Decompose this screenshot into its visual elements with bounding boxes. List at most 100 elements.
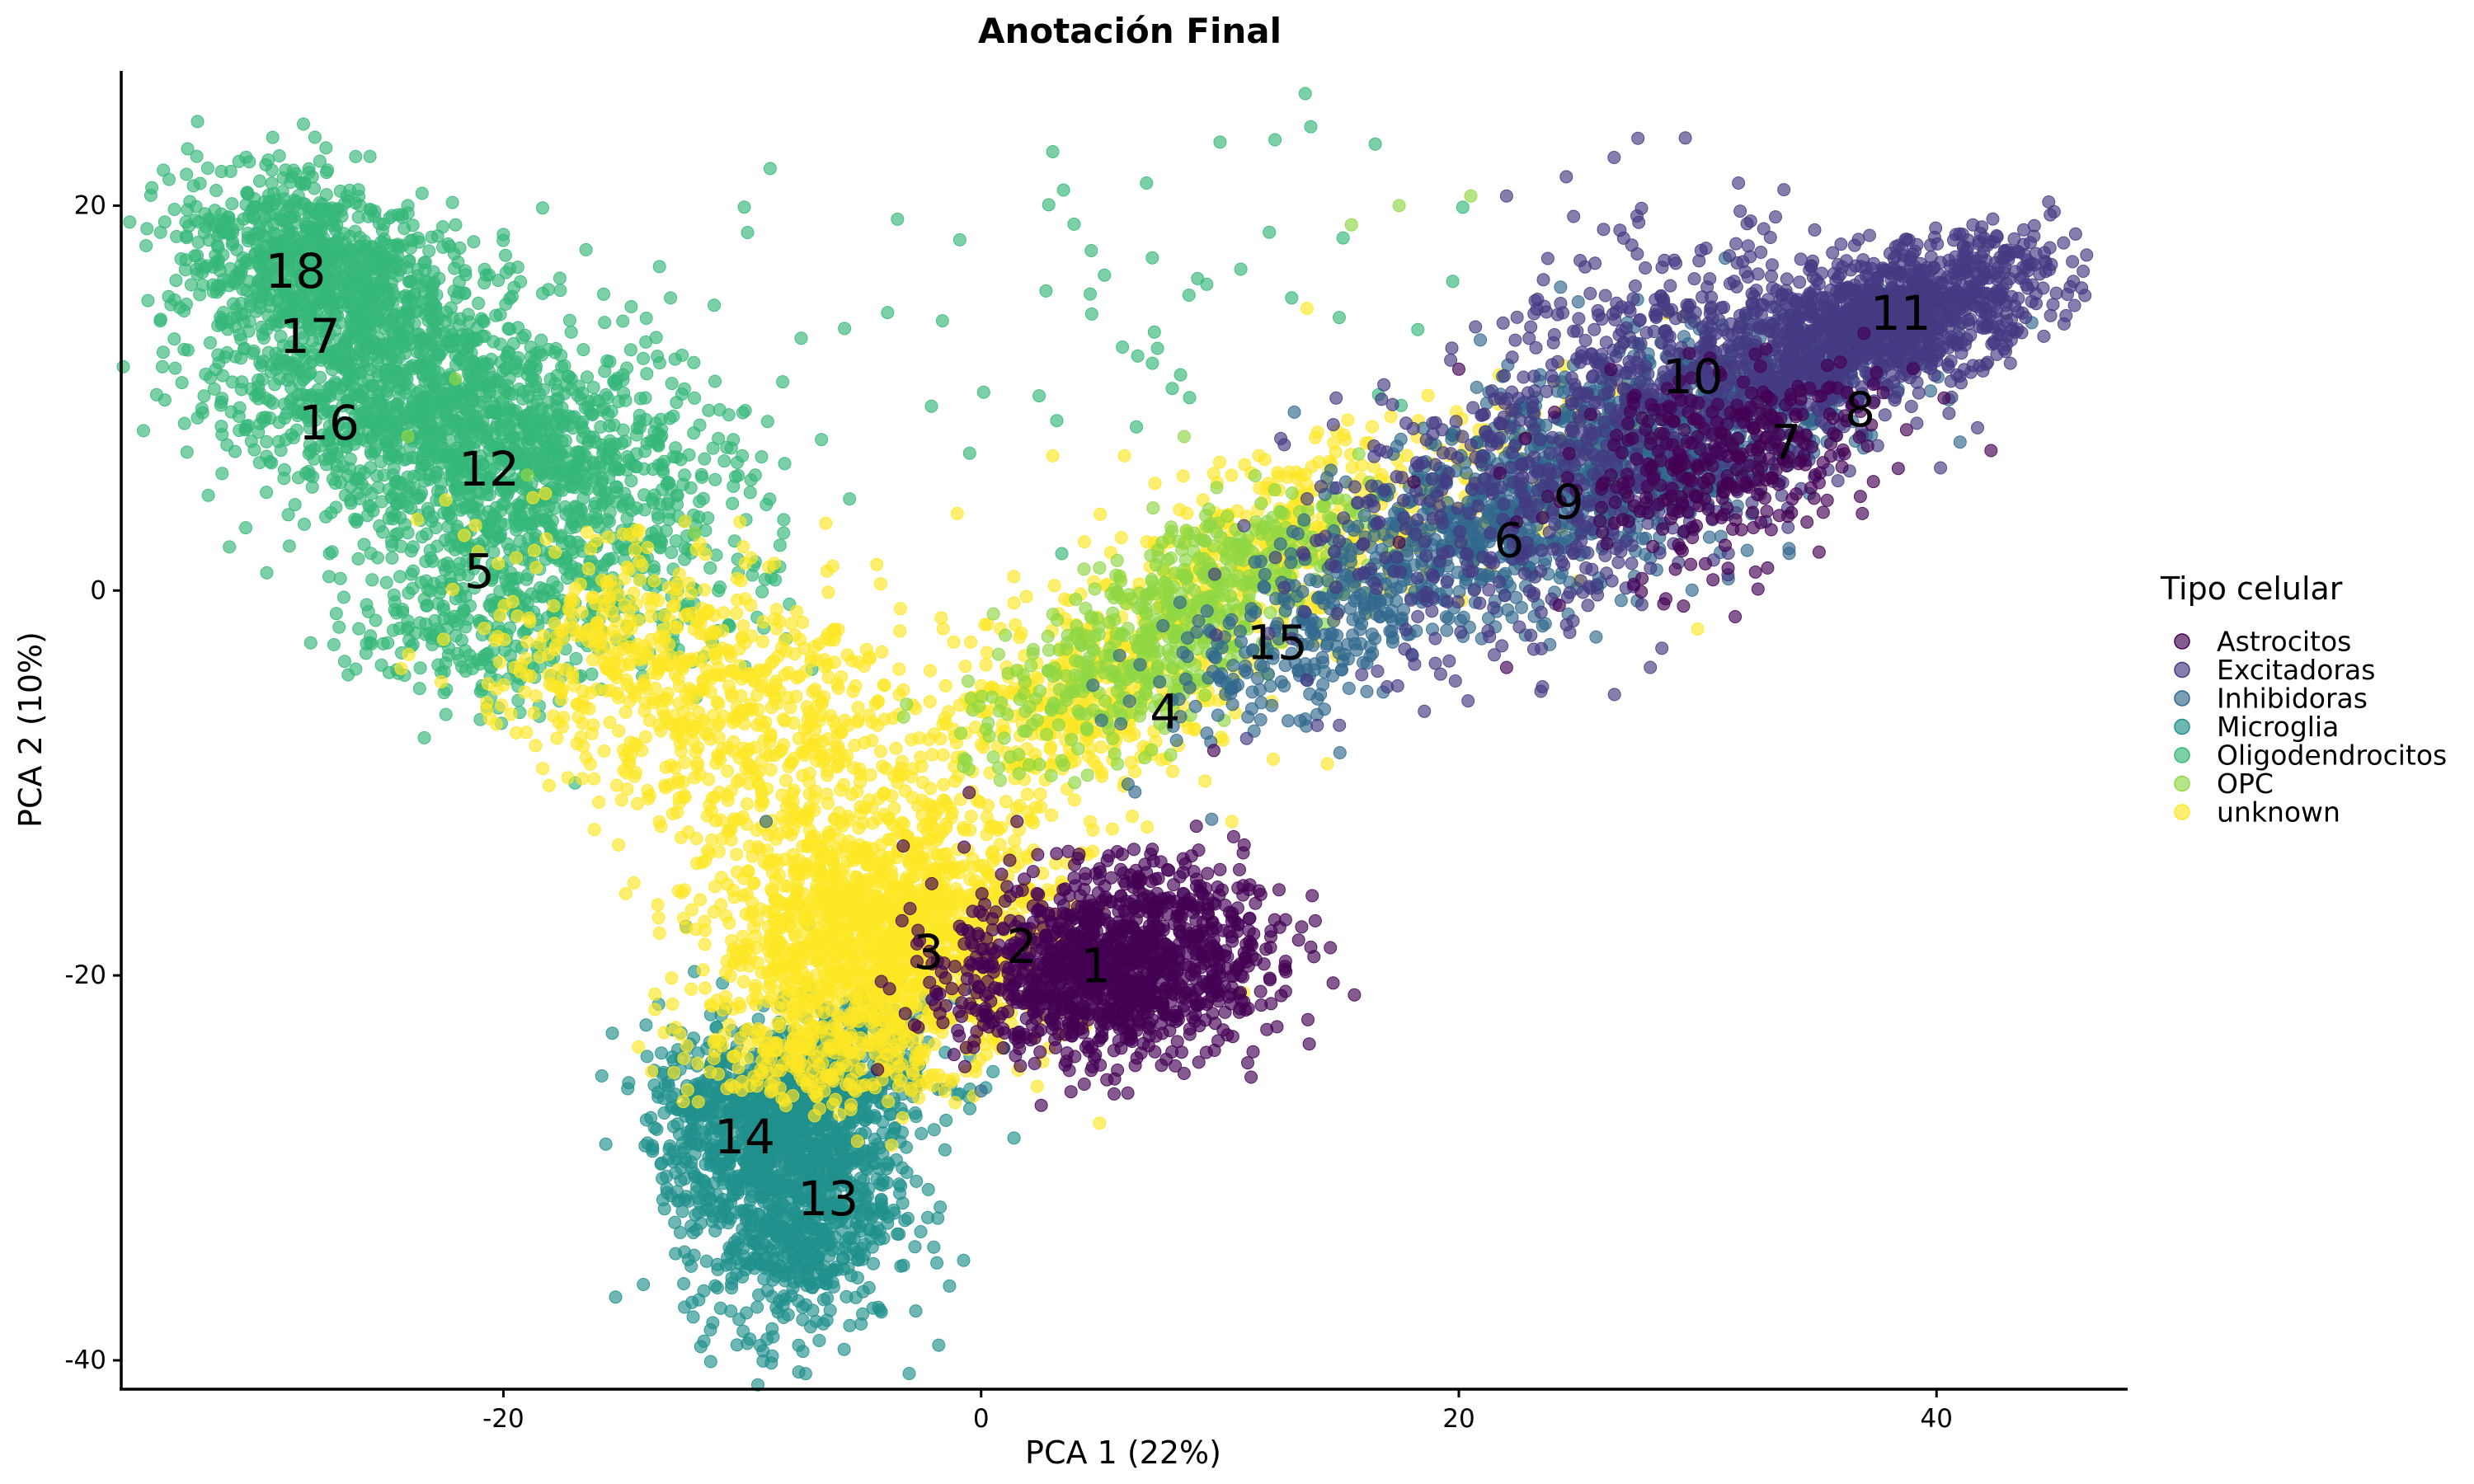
point-microglia-573: [765, 1289, 779, 1303]
point-microglia-437: [605, 1026, 619, 1040]
point-oligodendrocitos-3106: [222, 210, 236, 224]
point-microglia-1656: [938, 1143, 952, 1157]
point-microglia-1410: [699, 1106, 713, 1120]
point-oligodendrocitos-1880: [274, 444, 288, 458]
point-oligodendrocitos-2093: [374, 397, 388, 411]
point-oligodendrocitos-2147: [469, 364, 483, 378]
point-microglia-1095: [803, 1276, 816, 1290]
point-oligodendrocitos-2595: [525, 453, 539, 467]
point-microglia-777: [857, 1173, 871, 1187]
point-microglia-1203: [595, 1069, 609, 1082]
point-oligodendrocitos-598: [321, 163, 335, 177]
point-oligodendrocitos-2896: [352, 622, 366, 636]
point-oligodendrocitos-2054: [212, 356, 226, 370]
point-oligodendrocitos-2984: [607, 418, 621, 432]
point-oligodendrocitos-2045: [406, 451, 420, 465]
point-oligodendrocitos-3040: [763, 492, 777, 506]
point-oligodendrocitos-2228: [386, 512, 400, 526]
point-microglia-1294: [675, 1136, 689, 1150]
point-oligodendrocitos-3008: [576, 415, 590, 429]
point-oligodendrocitos-3017: [565, 542, 579, 556]
point-oligodendrocitos-3019: [712, 584, 726, 598]
point-microglia-136: [934, 1200, 948, 1214]
point-oligodendrocitos-2168: [375, 495, 388, 509]
point-oligodendrocitos-2870: [369, 613, 383, 627]
point-oligodendrocitos-2038: [355, 477, 369, 491]
point-oligodendrocitos-780: [200, 220, 213, 234]
point-oligodendrocitos-2201: [755, 450, 769, 464]
point-microglia-1607: [864, 1146, 878, 1160]
point-microglia-1467: [661, 1079, 675, 1093]
point-oligodendrocitos-1656: [506, 289, 519, 303]
point-oligodendrocitos-2115: [430, 413, 444, 427]
point-microglia-1096: [801, 1266, 815, 1280]
point-oligodendrocitos-3067: [1056, 183, 1070, 197]
point-oligodendrocitos-2877: [447, 614, 461, 628]
point-oligodendrocitos-1498: [224, 405, 238, 419]
point-oligodendrocitos-3058: [1182, 289, 1196, 302]
point-microglia-732: [892, 1177, 906, 1191]
point-oligodendrocitos-2256: [379, 575, 393, 589]
point-oligodendrocitos-2792: [417, 730, 431, 744]
point-oligodendrocitos-3032: [662, 477, 676, 491]
point-microglia-1097: [771, 1195, 784, 1209]
point-oligodendrocitos-2821: [376, 525, 390, 539]
point-microglia-780: [931, 1211, 945, 1225]
point-oligodendrocitos-3077: [962, 446, 976, 460]
point-oligodendrocitos-3090: [1145, 251, 1159, 265]
point-oligodendrocitos-1219: [162, 289, 176, 303]
point-oligodendrocitos-2414: [557, 387, 571, 401]
point-oligodendrocitos-3011: [708, 472, 722, 486]
point-oligodendrocitos-755: [285, 225, 299, 239]
point-oligodendrocitos-1938: [426, 399, 440, 413]
point-oligodendrocitos-2246: [687, 355, 701, 369]
point-oligodendrocitos-1868: [260, 449, 274, 463]
point-oligodendrocitos-3056: [1183, 391, 1197, 405]
point-microglia-1037: [800, 1242, 814, 1256]
point-oligodendrocitos-1840: [474, 312, 488, 326]
point-oligodendrocitos-733: [200, 259, 214, 273]
point-oligodendrocitos-2899: [454, 633, 468, 647]
point-oligodendrocitos-2144: [670, 396, 684, 410]
point-oligodendrocitos-2425: [521, 435, 534, 449]
point-oligodendrocitos-511: [214, 165, 228, 178]
point-oligodendrocitos-2043: [436, 240, 450, 254]
point-oligodendrocitos-2008: [412, 327, 426, 341]
point-microglia-1438: [663, 1139, 677, 1153]
point-oligodendrocitos-3075: [891, 212, 905, 226]
point-oligodendrocitos-2048: [421, 444, 435, 458]
point-oligodendrocitos-2552: [444, 301, 458, 315]
point-oligodendrocitos-2293: [476, 376, 490, 390]
point-oligodendrocitos-3093: [763, 162, 777, 176]
point-oligodendrocitos-2871: [425, 514, 439, 528]
point-oligodendrocitos-982: [453, 241, 467, 255]
point-oligodendrocitos-1337: [228, 444, 242, 458]
point-oligodendrocitos-1304: [170, 229, 184, 243]
point-oligodendrocitos-3064: [1333, 311, 1346, 325]
point-microglia-657: [684, 1259, 698, 1273]
point-oligodendrocitos-2551: [593, 461, 607, 474]
point-oligodendrocitos-2533: [597, 287, 610, 301]
point-microglia-1082: [778, 1269, 792, 1283]
point-oligodendrocitos-2061: [449, 358, 463, 372]
point-oligodendrocitos-1997: [373, 385, 387, 399]
point-microglia-488: [927, 1240, 941, 1254]
point-oligodendrocitos-2082: [368, 444, 382, 458]
point-oligodendrocitos-672: [273, 213, 287, 227]
point-oligodendrocitos-2824: [452, 562, 466, 576]
point-oligodendrocitos-559: [209, 184, 223, 197]
point-oligodendrocitos-656: [368, 204, 382, 218]
point-microglia-153: [930, 1256, 944, 1270]
point-oligodendrocitos-2143: [579, 242, 593, 256]
point-oligodendrocitos-3125: [1046, 145, 1060, 158]
point-microglia-620: [894, 1259, 908, 1273]
point-microglia-1757: [986, 1064, 1000, 1078]
point-oligodendrocitos-2857: [422, 626, 436, 640]
point-oligodendrocitos-2831: [341, 668, 355, 682]
point-microglia-1369: [599, 1137, 613, 1151]
point-microglia-1406: [666, 1120, 680, 1134]
point-oligodendrocitos-1522: [501, 322, 515, 336]
point-oligodendrocitos-2960: [773, 538, 787, 552]
point-microglia-1137: [640, 1050, 654, 1064]
point-oligodendrocitos-2938: [713, 403, 727, 416]
